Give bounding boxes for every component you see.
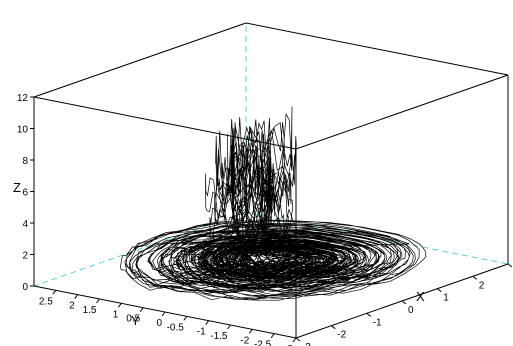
y-tick-label: -2	[240, 335, 249, 346]
y-tick-label: -1.5	[210, 331, 228, 342]
z-tick-label: 12	[17, 93, 29, 104]
box-edge-top-back-left	[33, 22, 247, 98]
z-tick-label: 8	[22, 156, 28, 167]
axis-ticks: 024681012-3-2.5-2-1.5-1-0.500.511.522.5-…	[17, 93, 513, 346]
y-tick-label: -3	[284, 344, 293, 346]
y-tick-mark	[292, 337, 297, 343]
z-tick-label: 2	[22, 251, 28, 262]
x-tick-mark	[295, 337, 301, 342]
y-tick-label: 1.5	[83, 305, 97, 316]
box-edge-top-front-right	[295, 74, 509, 150]
x-tick-label: 1	[443, 293, 449, 304]
y-tick-label: 0	[156, 318, 162, 329]
x-tick-mark	[366, 312, 372, 317]
x-tick-label: -2	[337, 330, 346, 341]
x-axis-label: X	[416, 289, 425, 304]
y-tick-label: -1	[197, 327, 206, 338]
hidden-edge-x	[33, 211, 247, 287]
x-tick-label: 0	[408, 305, 414, 316]
y-tick-mark	[227, 324, 231, 330]
trajectory-path	[120, 106, 427, 301]
y-tick-mark	[161, 311, 166, 317]
y-tick-mark	[139, 307, 144, 313]
x-tick-mark	[330, 325, 336, 330]
y-tick-label: -2.5	[254, 340, 272, 346]
y-tick-mark	[183, 315, 188, 321]
y-tick-label: 2	[69, 301, 75, 312]
y-tick-label: 1	[113, 309, 119, 320]
trajectory-line	[120, 106, 427, 301]
z-tick-label: 6	[22, 188, 28, 199]
x-tick-mark	[472, 275, 478, 280]
y-tick-mark	[52, 289, 57, 295]
x-tick-label: 2	[479, 280, 485, 291]
y-tick-mark	[96, 298, 100, 304]
x-tick-mark	[507, 263, 513, 268]
x-tick-label: -3	[302, 342, 311, 346]
x-tick-mark	[401, 300, 407, 305]
box-edge-top-front-left	[33, 96, 297, 150]
y-tick-label: 0.5	[126, 314, 140, 325]
z-tick-label: 10	[17, 125, 29, 136]
x-tick-label: -1	[373, 317, 382, 328]
z-tick-label: 4	[22, 219, 28, 230]
y-tick-label: 2.5	[39, 296, 53, 307]
z-tick-label: 0	[22, 282, 28, 293]
y-tick-mark	[270, 333, 275, 339]
y-tick-mark	[205, 320, 210, 326]
y-tick-mark	[74, 294, 79, 300]
box-edge-top-back-right	[245, 22, 509, 76]
y-tick-label: -0.5	[167, 322, 185, 333]
y-tick-mark	[248, 328, 253, 334]
y-axis-label: Y	[131, 313, 140, 328]
z-axis-label: Z	[13, 180, 21, 195]
y-tick-mark	[117, 302, 122, 308]
x-tick-mark	[436, 288, 442, 293]
